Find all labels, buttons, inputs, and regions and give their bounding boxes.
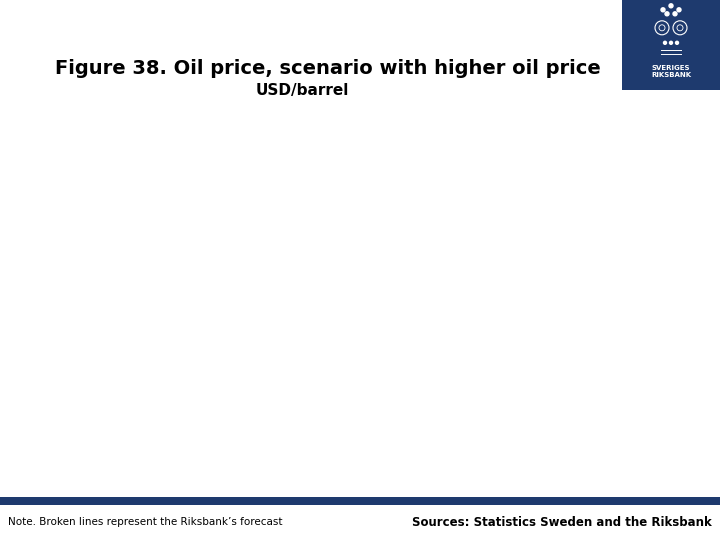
Circle shape — [670, 41, 672, 44]
Circle shape — [664, 41, 667, 44]
Bar — [0, 497, 720, 505]
Circle shape — [669, 4, 673, 8]
Text: Note. Broken lines represent the Riksbank’s forecast: Note. Broken lines represent the Riksban… — [8, 517, 282, 527]
Circle shape — [675, 41, 678, 44]
Text: Figure 38. Oil price, scenario with higher oil price: Figure 38. Oil price, scenario with high… — [55, 58, 600, 78]
Circle shape — [661, 8, 665, 12]
Text: USD/barrel: USD/barrel — [256, 83, 349, 98]
Bar — [622, 0, 720, 90]
Text: SVERIGES
RIKSBANK: SVERIGES RIKSBANK — [651, 65, 691, 78]
Circle shape — [677, 8, 681, 12]
Circle shape — [665, 12, 669, 16]
Text: Sources: Statistics Sweden and the Riksbank: Sources: Statistics Sweden and the Riksb… — [413, 516, 712, 529]
Circle shape — [673, 12, 677, 16]
